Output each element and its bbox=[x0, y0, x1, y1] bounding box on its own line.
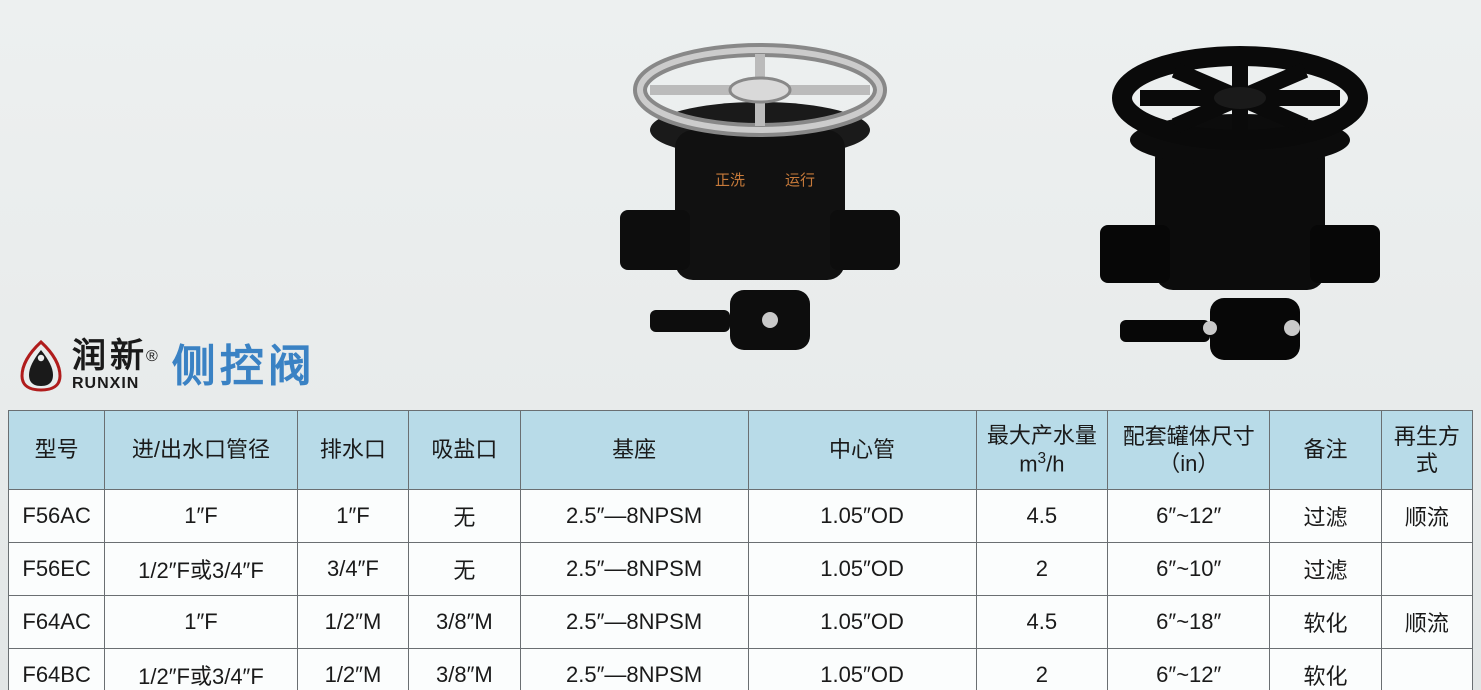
cell-inout: 1/2″F或3/4″F bbox=[105, 543, 297, 596]
cell-inout: 1″F bbox=[105, 596, 297, 649]
cell-model: F64BC bbox=[9, 649, 105, 690]
col-model: 型号 bbox=[9, 411, 105, 490]
spec-table-wrap: 型号 进/出水口管径 排水口 吸盐口 基座 中心管 最大产水量m3/h 配套罐体… bbox=[8, 410, 1473, 682]
cell-riser: 1.05″OD bbox=[748, 649, 976, 690]
table-row: F56EC 1/2″F或3/4″F 3/4″F 无 2.5″—8NPSM 1.0… bbox=[9, 543, 1473, 596]
cell-model: F56AC bbox=[9, 490, 105, 543]
cell-base: 2.5″—8NPSM bbox=[520, 596, 748, 649]
cell-tank: 6″~10″ bbox=[1108, 543, 1270, 596]
col-base: 基座 bbox=[520, 411, 748, 490]
cell-inout: 1/2″F或3/4″F bbox=[105, 649, 297, 690]
col-tank: 配套罐体尺寸（in） bbox=[1108, 411, 1270, 490]
page-root: 正洗 运行 bbox=[0, 0, 1481, 690]
table-row: F64AC 1″F 1/2″M 3/8″M 2.5″—8NPSM 1.05″OD… bbox=[9, 596, 1473, 649]
product-image-2 bbox=[1060, 20, 1420, 380]
brand-logo: 润新® RUNXIN bbox=[18, 340, 158, 392]
brand-registered-mark: ® bbox=[146, 348, 158, 365]
cell-brine: 无 bbox=[409, 490, 520, 543]
cell-drain: 1″F bbox=[297, 490, 408, 543]
cell-riser: 1.05″OD bbox=[748, 596, 976, 649]
cell-model: F56EC bbox=[9, 543, 105, 596]
col-note: 备注 bbox=[1270, 411, 1381, 490]
cell-brine: 3/8″M bbox=[409, 649, 520, 690]
cell-tank: 6″~18″ bbox=[1108, 596, 1270, 649]
cell-tank: 6″~12″ bbox=[1108, 649, 1270, 690]
table-body: F56AC 1″F 1″F 无 2.5″—8NPSM 1.05″OD 4.5 6… bbox=[9, 490, 1473, 690]
valve-label-right: 运行 bbox=[785, 172, 815, 189]
col-regen: 再生方式 bbox=[1381, 411, 1472, 490]
cell-riser: 1.05″OD bbox=[748, 490, 976, 543]
table-header-row: 型号 进/出水口管径 排水口 吸盐口 基座 中心管 最大产水量m3/h 配套罐体… bbox=[9, 411, 1473, 490]
col-brine: 吸盐口 bbox=[409, 411, 520, 490]
cell-regen bbox=[1381, 649, 1472, 690]
cell-note: 软化 bbox=[1270, 596, 1381, 649]
brand-row: 润新® RUNXIN 侧控阀 bbox=[18, 330, 316, 392]
cell-inout: 1″F bbox=[105, 490, 297, 543]
brand-cn: 润新® bbox=[72, 340, 158, 374]
cell-regen: 顺流 bbox=[1381, 596, 1472, 649]
page-title: 侧控阀 bbox=[172, 330, 316, 394]
col-riser: 中心管 bbox=[748, 411, 976, 490]
table-row: F56AC 1″F 1″F 无 2.5″—8NPSM 1.05″OD 4.5 6… bbox=[9, 490, 1473, 543]
cell-drain: 1/2″M bbox=[297, 596, 408, 649]
col-inout: 进/出水口管径 bbox=[105, 411, 297, 490]
cell-flow: 2 bbox=[976, 649, 1108, 690]
cell-flow: 4.5 bbox=[976, 596, 1108, 649]
product-image-1: 正洗 运行 bbox=[580, 10, 940, 370]
valve-label-left: 正洗 bbox=[715, 172, 745, 189]
brand-en-label: RUNXIN bbox=[72, 376, 158, 392]
brand-cn-label: 润新 bbox=[72, 338, 148, 375]
cell-tank: 6″~12″ bbox=[1108, 490, 1270, 543]
table-row: F64BC 1/2″F或3/4″F 1/2″M 3/8″M 2.5″—8NPSM… bbox=[9, 649, 1473, 690]
cell-base: 2.5″—8NPSM bbox=[520, 543, 748, 596]
cell-model: F64AC bbox=[9, 596, 105, 649]
cell-drain: 3/4″F bbox=[297, 543, 408, 596]
cell-flow: 2 bbox=[976, 543, 1108, 596]
cell-regen bbox=[1381, 543, 1472, 596]
col-flow: 最大产水量m3/h bbox=[976, 411, 1108, 490]
cell-note: 软化 bbox=[1270, 649, 1381, 690]
brand-logo-text: 润新® RUNXIN bbox=[72, 340, 158, 392]
cell-base: 2.5″—8NPSM bbox=[520, 490, 748, 543]
cell-riser: 1.05″OD bbox=[748, 543, 976, 596]
cell-flow: 4.5 bbox=[976, 490, 1108, 543]
cell-brine: 3/8″M bbox=[409, 596, 520, 649]
col-drain: 排水口 bbox=[297, 411, 408, 490]
spec-table: 型号 进/出水口管径 排水口 吸盐口 基座 中心管 最大产水量m3/h 配套罐体… bbox=[8, 410, 1473, 690]
cell-base: 2.5″—8NPSM bbox=[520, 649, 748, 690]
cell-brine: 无 bbox=[409, 543, 520, 596]
cell-regen: 顺流 bbox=[1381, 490, 1472, 543]
runxin-logo-icon bbox=[18, 340, 64, 392]
cell-drain: 1/2″M bbox=[297, 649, 408, 690]
cell-note: 过滤 bbox=[1270, 490, 1381, 543]
cell-note: 过滤 bbox=[1270, 543, 1381, 596]
